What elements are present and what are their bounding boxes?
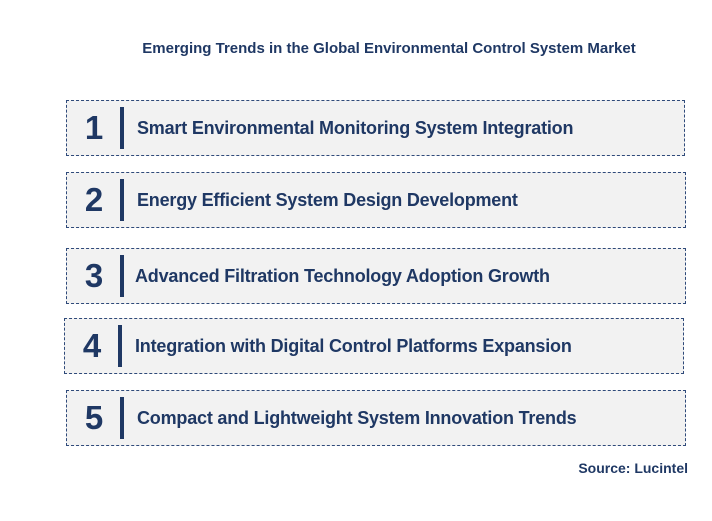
- trend-label: Advanced Filtration Technology Adoption …: [135, 265, 550, 286]
- trend-divider: [118, 325, 122, 367]
- trend-item-4: 4 Integration with Digital Control Platf…: [64, 318, 684, 374]
- trend-item-2: 2 Energy Efficient System Design Develop…: [66, 172, 686, 228]
- source-label: Source: Lucintel: [578, 460, 688, 476]
- trend-label: Smart Environmental Monitoring System In…: [137, 117, 574, 138]
- diagram-title: Emerging Trends in the Global Environmen…: [142, 40, 636, 57]
- trend-item-3: 3 Advanced Filtration Technology Adoptio…: [66, 248, 686, 304]
- trend-number: 4: [82, 327, 102, 364]
- trend-item-1: 1 Smart Environmental Monitoring System …: [66, 100, 685, 156]
- trend-number: 2: [84, 181, 104, 218]
- trend-number: 3: [84, 257, 104, 294]
- trend-item-5: 5 Compact and Lightweight System Innovat…: [66, 390, 686, 446]
- trend-label: Energy Efficient System Design Developme…: [137, 189, 518, 210]
- trend-label: Integration with Digital Control Platfor…: [135, 335, 572, 356]
- trend-label: Compact and Lightweight System Innovatio…: [137, 407, 577, 428]
- trend-number: 5: [84, 399, 104, 436]
- trend-divider: [120, 255, 124, 297]
- trend-number: 1: [84, 109, 104, 146]
- trend-divider: [120, 397, 124, 439]
- trend-divider: [120, 107, 124, 149]
- trend-divider: [120, 179, 124, 221]
